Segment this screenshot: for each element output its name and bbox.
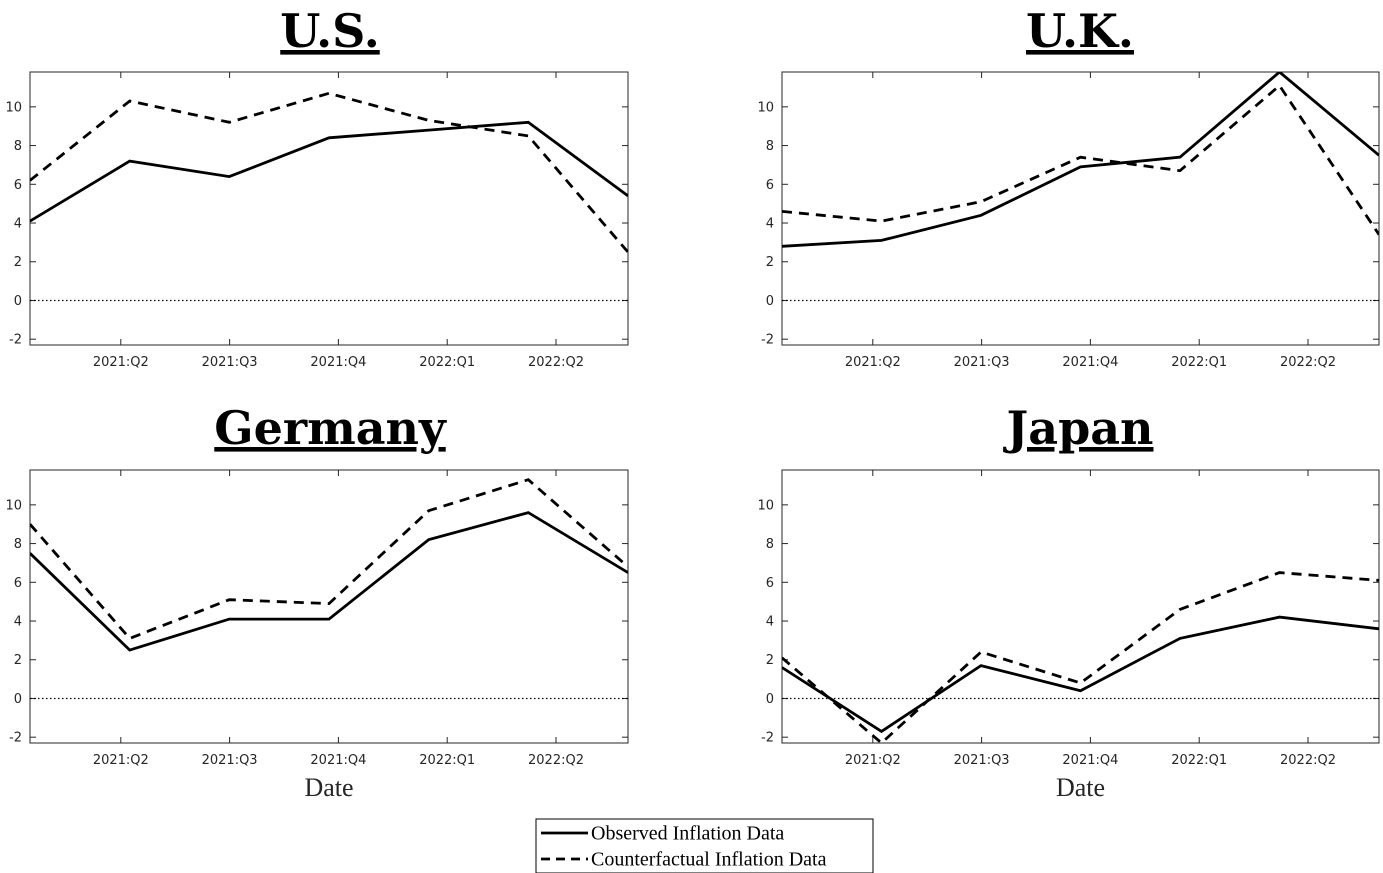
y-tick-label: 8: [14, 139, 22, 154]
axes-frame: [29, 469, 629, 744]
y-tick-label: 4: [766, 615, 774, 630]
x-tick-label: 2022:Q1: [1171, 753, 1227, 768]
y-tick-label: -2: [761, 731, 774, 746]
y-tick-label: 8: [14, 537, 22, 552]
x-tick-label: 2022:Q1: [419, 753, 475, 768]
y-tick-label: 2: [14, 255, 22, 270]
x-tick-label: 2022:Q2: [528, 753, 584, 768]
series-group: [782, 72, 1379, 248]
legend-label-counterfactual: Counterfactual Inflation Data: [591, 849, 827, 871]
series-line-counterfactual: [30, 478, 628, 641]
series-line-observed: [782, 615, 1379, 734]
x-tick-label: 2021:Q4: [1062, 753, 1118, 768]
x-tick-label: 2021:Q3: [954, 753, 1010, 768]
x-tick-label: 2022:Q1: [1171, 355, 1227, 370]
y-tick-label: 10: [757, 100, 774, 115]
x-tick-label: 2022:Q1: [419, 355, 475, 370]
x-tick-label: 2021:Q2: [845, 753, 901, 768]
panel-title-u-s: U.S.: [280, 4, 380, 58]
legend-box: [535, 818, 874, 873]
series-line-counterfactual: [782, 83, 1379, 236]
x-tick-label: 2021:Q4: [1062, 355, 1118, 370]
x-axis-label: Date: [1056, 773, 1105, 802]
series-group: [30, 478, 628, 652]
y-tick-label: 6: [766, 576, 774, 591]
series-group: [782, 571, 1379, 743]
y-tick-label: 2: [766, 255, 774, 270]
y-tick-label: 6: [766, 178, 774, 193]
y-tick-label: 0: [14, 692, 22, 707]
x-tick-label: 2021:Q3: [202, 753, 258, 768]
x-tick-label: 2021:Q2: [845, 355, 901, 370]
series-line-observed: [30, 120, 628, 223]
x-tick-label: 2021:Q2: [93, 355, 149, 370]
x-tick-label: 2021:Q4: [310, 355, 366, 370]
x-tick-label: 2021:Q3: [954, 355, 1010, 370]
y-tick-label: 0: [766, 692, 774, 707]
y-tick-label: 10: [5, 498, 22, 513]
y-tick-label: 8: [766, 139, 774, 154]
series-group: [30, 91, 628, 254]
y-tick-label: 6: [14, 178, 22, 193]
series-line-observed: [30, 511, 628, 652]
y-tick-label: -2: [9, 731, 22, 746]
legend-label-observed: Observed Inflation Data: [591, 823, 784, 845]
x-tick-label: 2021:Q2: [93, 753, 149, 768]
y-tick-label: 6: [14, 576, 22, 591]
x-tick-label: 2022:Q2: [1280, 753, 1336, 768]
panel-u-s: U.S. -2 0 2 4 6 8 10 2021:Q2 2021:Q3 2021:Q4 2022:Q…: [5, 4, 629, 370]
panel-title-germany: Germany: [214, 401, 447, 455]
axes-frame: [781, 71, 1380, 346]
x-tick-label: 2021:Q3: [202, 355, 258, 370]
series-line-counterfactual: [30, 91, 628, 254]
y-tick-label: 10: [5, 100, 22, 115]
series-line-observed: [782, 72, 1379, 248]
panel-germany: Germany -2 0 2 4 6 8 10 2021:Q2 2021:Q3 2021:Q4 202…: [5, 401, 629, 802]
axes-frame: [29, 71, 629, 346]
panel-title-japan: Japan: [1003, 401, 1154, 455]
y-tick-label: 2: [766, 653, 774, 668]
y-tick-label: 0: [14, 294, 22, 309]
y-tick-label: -2: [9, 333, 22, 348]
x-axis-label: Date: [304, 773, 353, 802]
axes-frame: [781, 469, 1380, 744]
y-tick-label: -2: [761, 333, 774, 348]
panel-u-k: U.K. -2 0 2 4 6 8 10 2021:Q2 2021:Q3 2021:Q4 2022:Q…: [757, 4, 1380, 370]
series-line-counterfactual: [782, 571, 1379, 743]
legend: Observed Inflation Data Counterfactual In…: [535, 818, 874, 873]
x-tick-label: 2022:Q2: [1280, 355, 1336, 370]
y-tick-label: 8: [766, 537, 774, 552]
y-tick-label: 4: [766, 217, 774, 232]
panel-japan: Japan -2 0 2 4 6 8 10 2021:Q2 2021:Q3 2021:Q4 2022:…: [757, 401, 1380, 802]
y-tick-label: 0: [766, 294, 774, 309]
y-tick-label: 2: [14, 653, 22, 668]
y-tick-label: 10: [757, 498, 774, 513]
x-tick-label: 2022:Q2: [528, 355, 584, 370]
y-tick-label: 4: [14, 615, 22, 630]
panel-title-u-k: U.K.: [1026, 4, 1134, 58]
y-tick-label: 4: [14, 217, 22, 232]
x-tick-label: 2021:Q4: [310, 753, 366, 768]
